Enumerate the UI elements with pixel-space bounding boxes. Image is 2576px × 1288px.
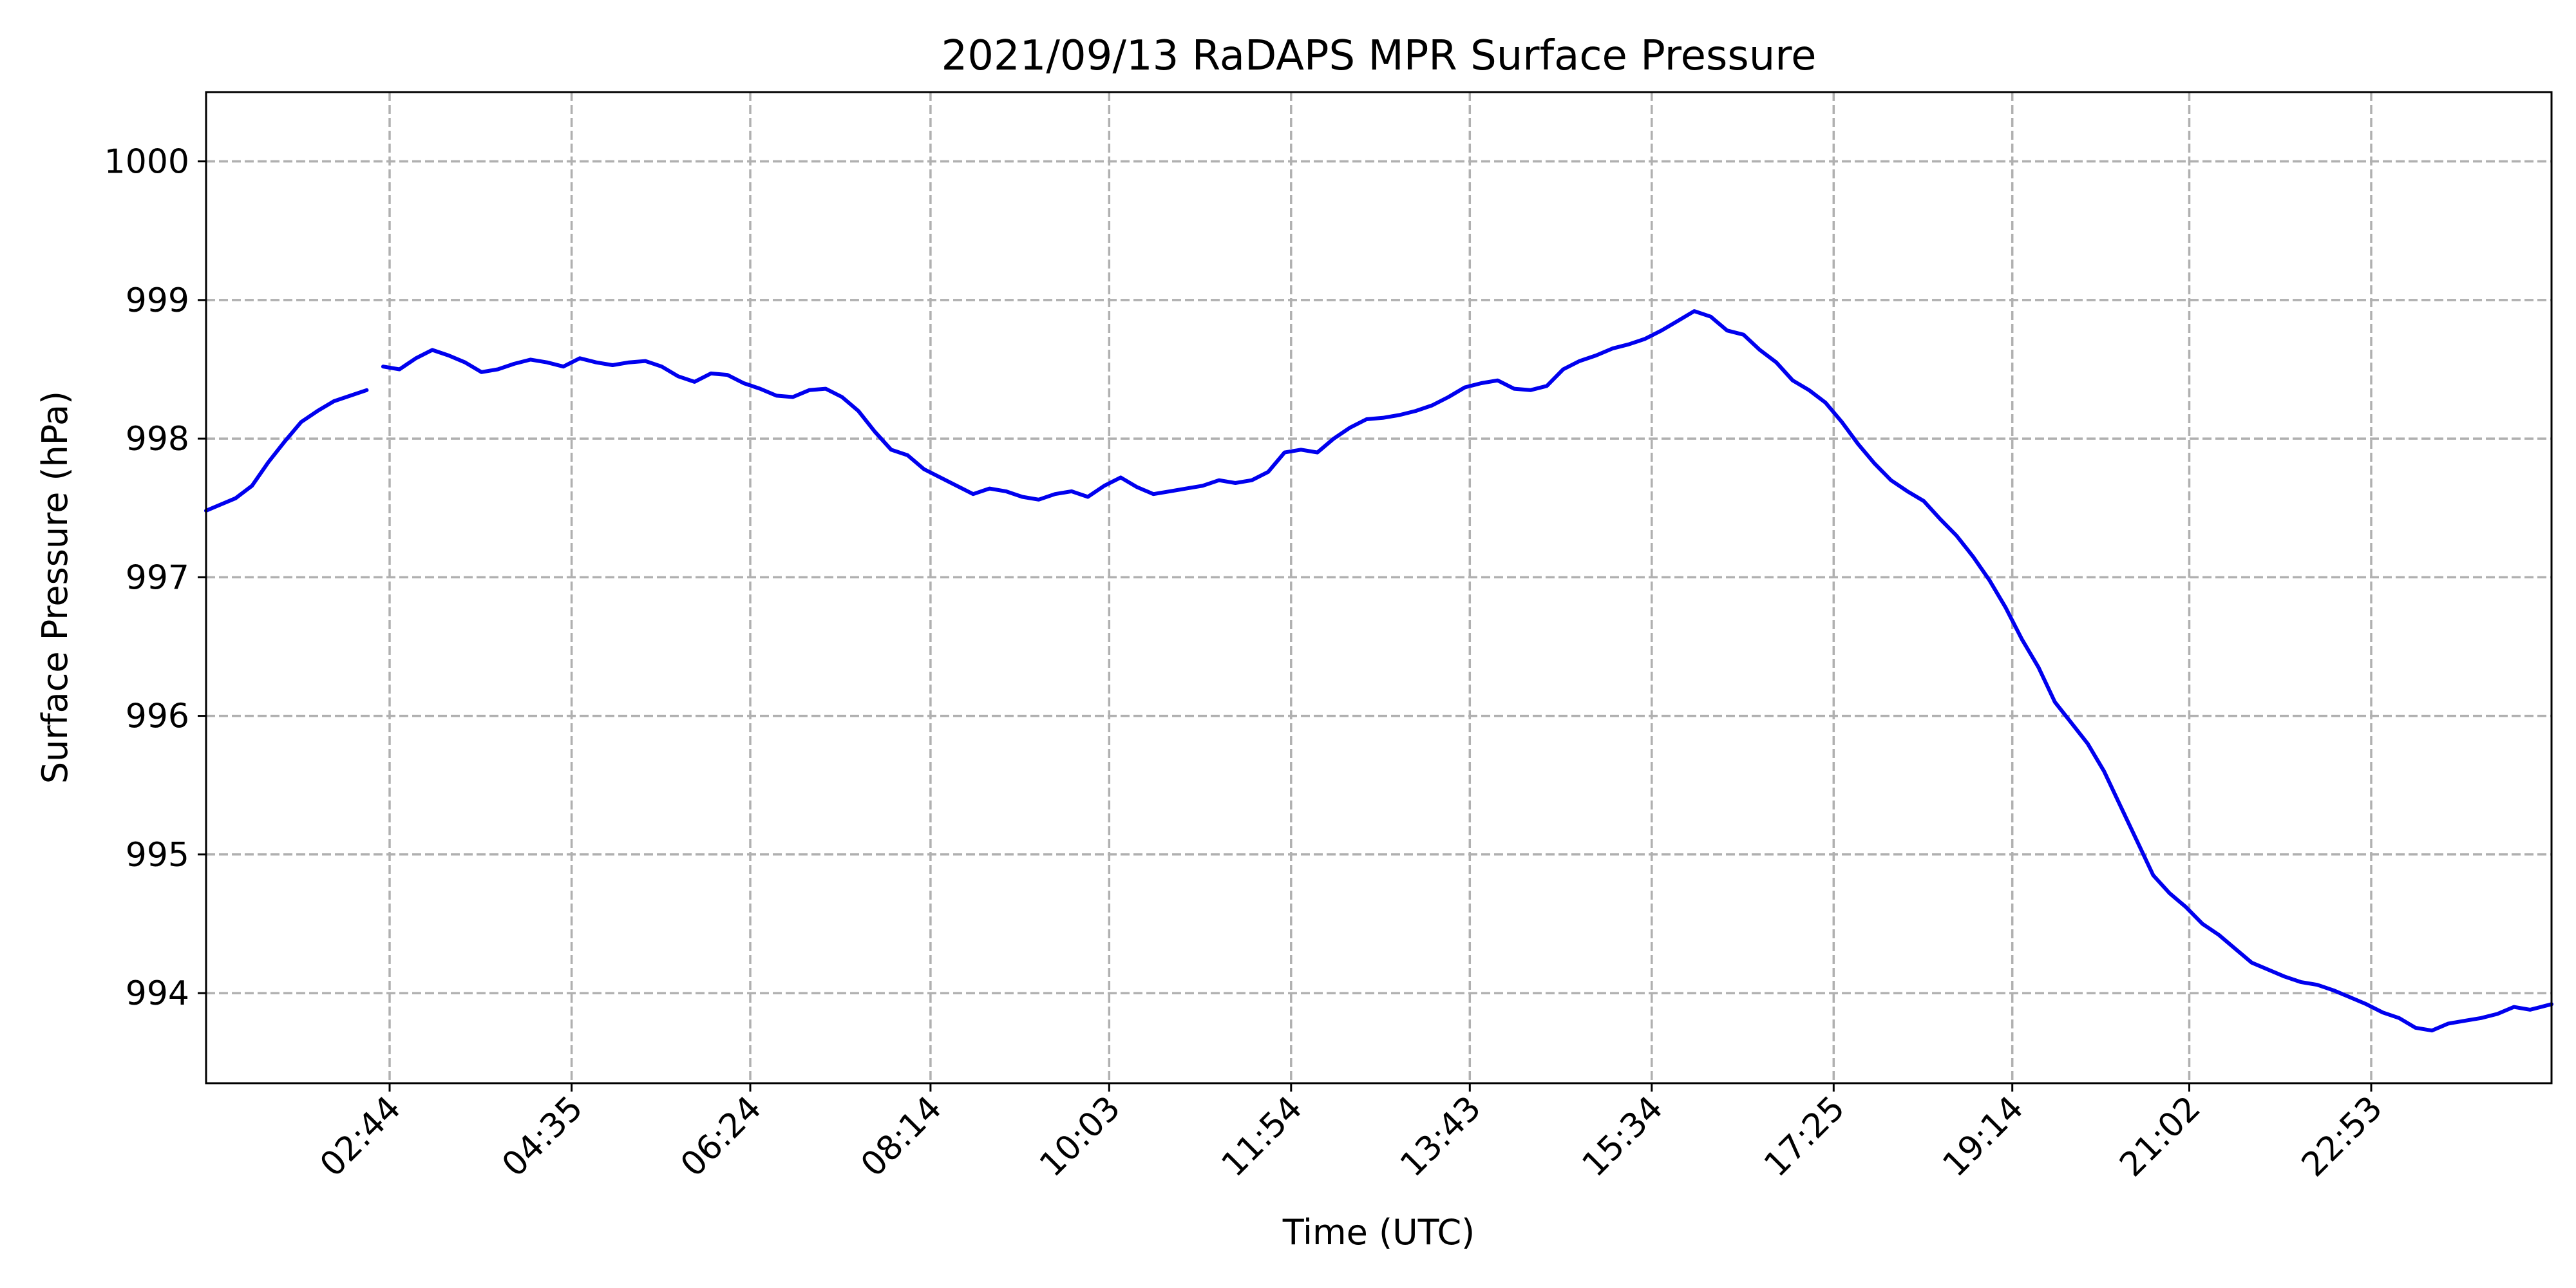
y-tick-label: 1000 <box>104 143 189 182</box>
plot-frame <box>205 91 2553 1084</box>
tick-layer: 994 995 996 997 998 999 1000 02:44 04:35 06:24 08:… <box>104 143 2391 1185</box>
series-layer <box>204 309 2553 1033</box>
y-axis-label: Surface Pressure (hPa) <box>35 391 75 784</box>
y-tick-label: 996 <box>126 697 189 736</box>
y-tick-label: 998 <box>126 420 189 459</box>
chart-title: 2021/09/13 RaDAPS MPR Surface Pressure <box>941 32 1816 80</box>
x-tick-label: 13:43 <box>1393 1089 1488 1184</box>
x-tick-label: 22:53 <box>2295 1089 2390 1184</box>
x-tick-label: 02:44 <box>313 1089 408 1184</box>
x-tick-label: 21:02 <box>2112 1089 2208 1184</box>
x-tick-label: 10:03 <box>1032 1089 1128 1184</box>
y-tick-label: 997 <box>126 558 189 597</box>
x-tick-label: 17:25 <box>1757 1089 1852 1184</box>
x-tick-label: 11:54 <box>1215 1089 1310 1184</box>
pressure-line-segment <box>381 309 2553 1033</box>
x-axis-label: Time (UTC) <box>1282 1212 1475 1253</box>
x-tick-label: 15:34 <box>1575 1089 1671 1184</box>
y-tick-label: 994 <box>126 974 189 1013</box>
x-tick-label: 06:24 <box>674 1089 769 1184</box>
y-tick-label: 999 <box>126 281 189 320</box>
x-tick-label: 08:14 <box>854 1089 949 1184</box>
x-tick-label: 19:14 <box>1935 1089 2031 1184</box>
grid-layer <box>206 92 2552 1083</box>
x-tick-label: 04:35 <box>495 1089 590 1184</box>
pressure-line-segment <box>204 388 369 513</box>
y-tick-label: 995 <box>126 836 189 875</box>
